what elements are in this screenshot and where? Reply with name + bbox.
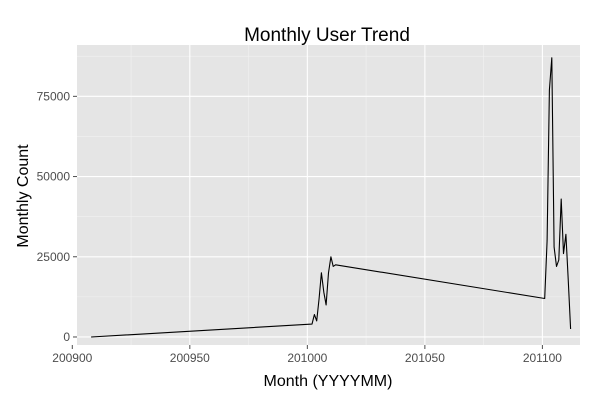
x-tick-label: 201050: [405, 351, 445, 365]
y-axis-title: Monthly Count: [15, 144, 32, 248]
y-tick-label: 25000: [37, 250, 71, 264]
major-gridlines: [71, 45, 580, 345]
x-axis-title: Month (YYYYMM): [264, 373, 393, 390]
x-tick-label: 200950: [170, 351, 210, 365]
minor-gridlines: [77, 45, 580, 345]
series-line: [91, 57, 572, 338]
chart-title: Monthly User Trend: [244, 25, 410, 46]
y-tick-label: 50000: [37, 170, 71, 184]
x-axis: 200900 200950 201000 201050 201100: [52, 345, 562, 365]
x-tick-label: 200900: [52, 351, 92, 365]
plot-panel: [77, 45, 580, 345]
y-tick-label: 0: [63, 330, 70, 344]
x-tick-label: 201100: [523, 351, 562, 365]
y-tick-label: 75000: [37, 89, 71, 103]
x-tick-label: 201000: [287, 351, 327, 365]
y-axis: 0 25000 50000 75000: [37, 89, 77, 344]
series-group: [91, 57, 572, 338]
